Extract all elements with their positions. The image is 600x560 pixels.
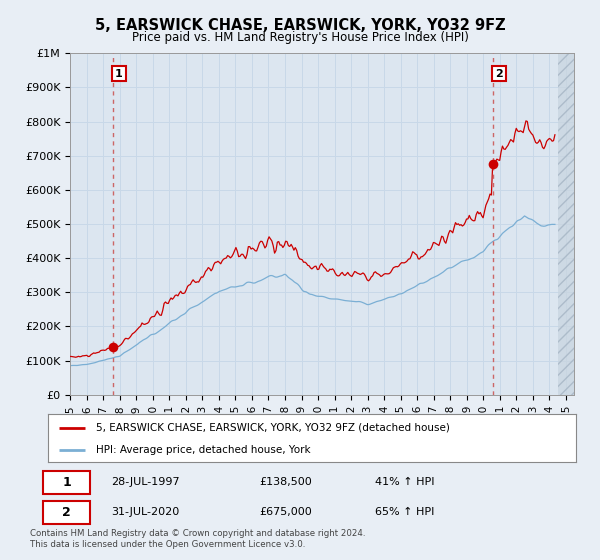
Text: 1: 1 — [62, 476, 71, 489]
FancyBboxPatch shape — [43, 470, 90, 494]
Text: 2: 2 — [495, 69, 503, 79]
Text: 2: 2 — [62, 506, 71, 519]
FancyBboxPatch shape — [43, 501, 90, 524]
Text: 41% ↑ HPI: 41% ↑ HPI — [376, 477, 435, 487]
Text: 31-JUL-2020: 31-JUL-2020 — [112, 507, 179, 517]
Text: Price paid vs. HM Land Registry's House Price Index (HPI): Price paid vs. HM Land Registry's House … — [131, 31, 469, 44]
Text: 5, EARSWICK CHASE, EARSWICK, YORK, YO32 9FZ (detached house): 5, EARSWICK CHASE, EARSWICK, YORK, YO32 … — [95, 423, 449, 433]
Text: HPI: Average price, detached house, York: HPI: Average price, detached house, York — [95, 445, 310, 455]
Text: 5, EARSWICK CHASE, EARSWICK, YORK, YO32 9FZ: 5, EARSWICK CHASE, EARSWICK, YORK, YO32 … — [95, 18, 505, 33]
Bar — [557, 53, 574, 395]
Text: 28-JUL-1997: 28-JUL-1997 — [112, 477, 180, 487]
Text: £138,500: £138,500 — [259, 477, 312, 487]
Text: 1: 1 — [115, 69, 123, 79]
Text: £675,000: £675,000 — [259, 507, 312, 517]
Text: Contains HM Land Registry data © Crown copyright and database right 2024.
This d: Contains HM Land Registry data © Crown c… — [30, 529, 365, 549]
Text: 65% ↑ HPI: 65% ↑ HPI — [376, 507, 435, 517]
